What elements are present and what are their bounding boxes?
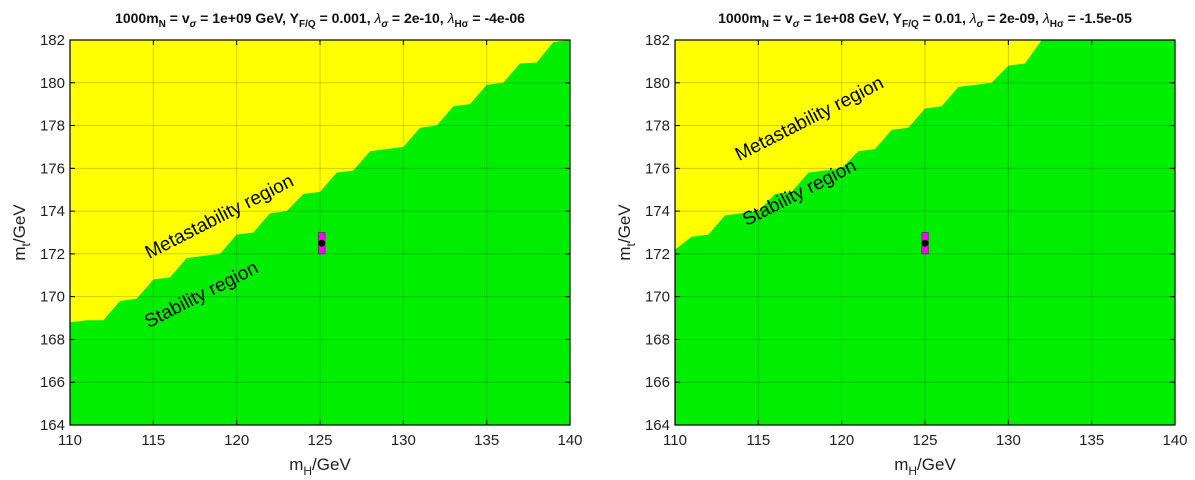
y-axis-label: mt/GeV [10, 204, 33, 261]
y-tick-label: 172 [645, 246, 670, 263]
y-tick-label: 178 [40, 118, 65, 135]
y-tick-label: 166 [645, 374, 670, 391]
x-tick-label: 115 [746, 432, 770, 449]
y-tick-label: 180 [40, 75, 65, 92]
x-tick-label: 135 [1079, 432, 1104, 449]
x-tick-label: 140 [1162, 432, 1187, 449]
x-tick-label: 110 [663, 432, 687, 449]
x-tick-label: 125 [307, 432, 332, 449]
measurement-point [318, 239, 326, 247]
y-axis-label: mt/GeV [615, 204, 638, 261]
x-tick-label: 140 [557, 432, 582, 449]
x-tick-label: 125 [912, 432, 937, 449]
x-tick-label: 120 [224, 432, 249, 449]
y-tick-label: 174 [645, 203, 670, 220]
x-axis-label: mH/GeV [289, 455, 351, 478]
y-tick-label: 166 [40, 374, 65, 391]
measurement-point [921, 239, 929, 247]
chart-title: 1000mN = vσ = 1e+09 GeV, YF/Q = 0.001, λ… [115, 10, 525, 30]
y-tick-label: 182 [40, 32, 65, 49]
y-tick-label: 172 [40, 246, 65, 263]
chart-panel-2: 110 115 120 125 130 135 140 164 166 168 170 172 174 1… [615, 10, 1188, 478]
x-axis-label: mH/GeV [894, 455, 956, 478]
x-tick-label: 120 [829, 432, 854, 449]
x-tick-label: 135 [474, 432, 499, 449]
y-tick-label: 170 [645, 289, 670, 306]
y-tick-label: 176 [645, 160, 670, 177]
y-tick-label: 168 [645, 331, 670, 348]
y-tick-label: 174 [40, 203, 65, 220]
x-tick-label: 110 [58, 432, 82, 449]
x-tick-label: 130 [391, 432, 416, 449]
chart-title: 1000mN = vσ = 1e+08 GeV, YF/Q = 0.01, λσ… [718, 10, 1132, 30]
y-tick-label: 182 [645, 32, 670, 49]
chart-panel-1: 110 115 120 125 130 135 140 164 166 168 170 172 174 1… [10, 10, 583, 478]
x-tick-label: 115 [141, 432, 165, 449]
x-tick-label: 130 [996, 432, 1021, 449]
y-tick-label: 180 [645, 75, 670, 92]
y-tick-label: 168 [40, 331, 65, 348]
y-tick-label: 170 [40, 289, 65, 306]
y-tick-label: 178 [645, 118, 670, 135]
y-tick-label: 176 [40, 160, 65, 177]
y-tick-label: 164 [40, 417, 65, 434]
y-tick-label: 164 [645, 417, 670, 434]
